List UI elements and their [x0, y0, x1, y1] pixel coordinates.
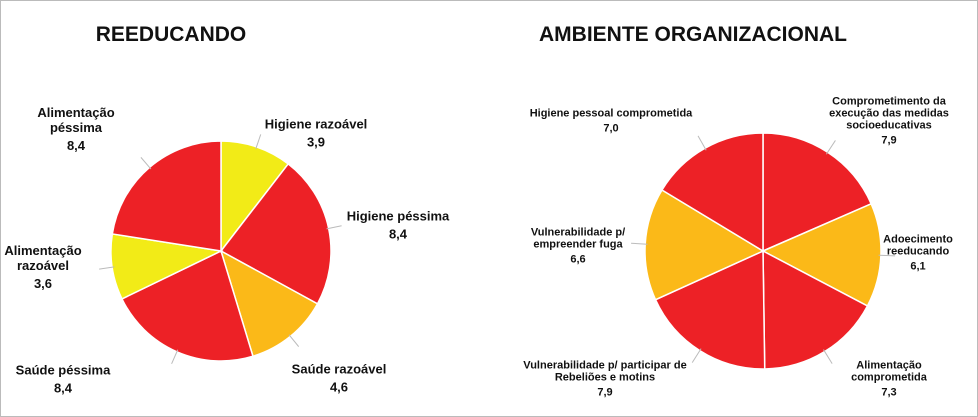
- leader-line: [631, 242, 648, 245]
- slice-value: 8,4: [66, 138, 86, 153]
- slice-name: Saúde péssima: [15, 362, 111, 378]
- slice-name: Higiene pessoal comprometida: [529, 107, 693, 120]
- slice-label: Saúde péssima 8,4: [8, 363, 118, 396]
- chart-title: REEDUCANDO: [95, 23, 247, 46]
- slice-label: Vulnerabilidade p/ participar de Rebeliõ…: [515, 360, 695, 399]
- slice-name: Saúde razoável: [291, 361, 387, 377]
- slice-name: Higiene péssima: [346, 208, 450, 224]
- slice-name: Alimentação razoável: [4, 243, 82, 273]
- slice-name: Vulnerabilidade p/ participar de Rebeliõ…: [523, 359, 687, 384]
- leader-line: [326, 225, 342, 230]
- slice-name: Alimentação comprometida: [851, 359, 927, 384]
- leader-line: [823, 349, 833, 364]
- slice-value: 4,6: [329, 379, 349, 395]
- leader-line: [825, 140, 836, 155]
- slice-name: Alimentação péssima: [37, 105, 115, 135]
- leader-line: [99, 266, 115, 270]
- leader-line: [697, 135, 707, 151]
- slice-label: Higiene péssima 8,4: [338, 209, 458, 242]
- slice-value: 8,4: [388, 226, 408, 242]
- leader-line: [878, 254, 896, 257]
- slice-label: Alimentação razoável 3,6: [1, 243, 88, 291]
- slice-value: 7,0: [603, 122, 619, 135]
- slice-label: Saúde razoável 4,6: [279, 362, 399, 395]
- slice-value: 6,6: [570, 253, 586, 266]
- chart-title: AMBIENTE ORGANIZACIONAL: [539, 23, 847, 46]
- slice-name: Adoecimento reeducando: [883, 233, 953, 258]
- slice-value: 8,4: [53, 380, 73, 396]
- slice-name: Vulnerabilidade p/ empreender fuga: [530, 226, 626, 251]
- slice-name: Comprometimento da execução das medidas …: [829, 95, 949, 132]
- slice-value: 7,9: [881, 134, 897, 147]
- slice-value: 3,6: [33, 276, 53, 291]
- leader-line: [171, 349, 179, 365]
- slice-label: Higiene pessoal comprometida 7,0: [521, 108, 701, 135]
- slice-value: 7,3: [881, 386, 897, 399]
- slice-label: Comprometimento da execução das medidas …: [814, 96, 964, 147]
- leader-line: [691, 348, 702, 363]
- slice-value: 3,9: [306, 134, 326, 150]
- slice-value: 7,9: [597, 386, 613, 399]
- slice-value: 6,1: [910, 260, 926, 273]
- slice-label: Higiene razoável 3,9: [256, 117, 376, 150]
- leader-line: [288, 334, 300, 347]
- slice-label: Vulnerabilidade p/ empreender fuga 6,6: [513, 227, 643, 266]
- leader-line: [255, 134, 262, 150]
- slice-name: Higiene razoável: [264, 116, 368, 132]
- slice-label: Alimentação comprometida 7,3: [834, 360, 944, 399]
- slice-label: Adoecimento reeducando 6,1: [873, 234, 963, 273]
- pie-slice: [111, 140, 222, 252]
- slice-label: Alimentação péssima 8,4: [26, 105, 126, 153]
- leader-line: [140, 157, 152, 170]
